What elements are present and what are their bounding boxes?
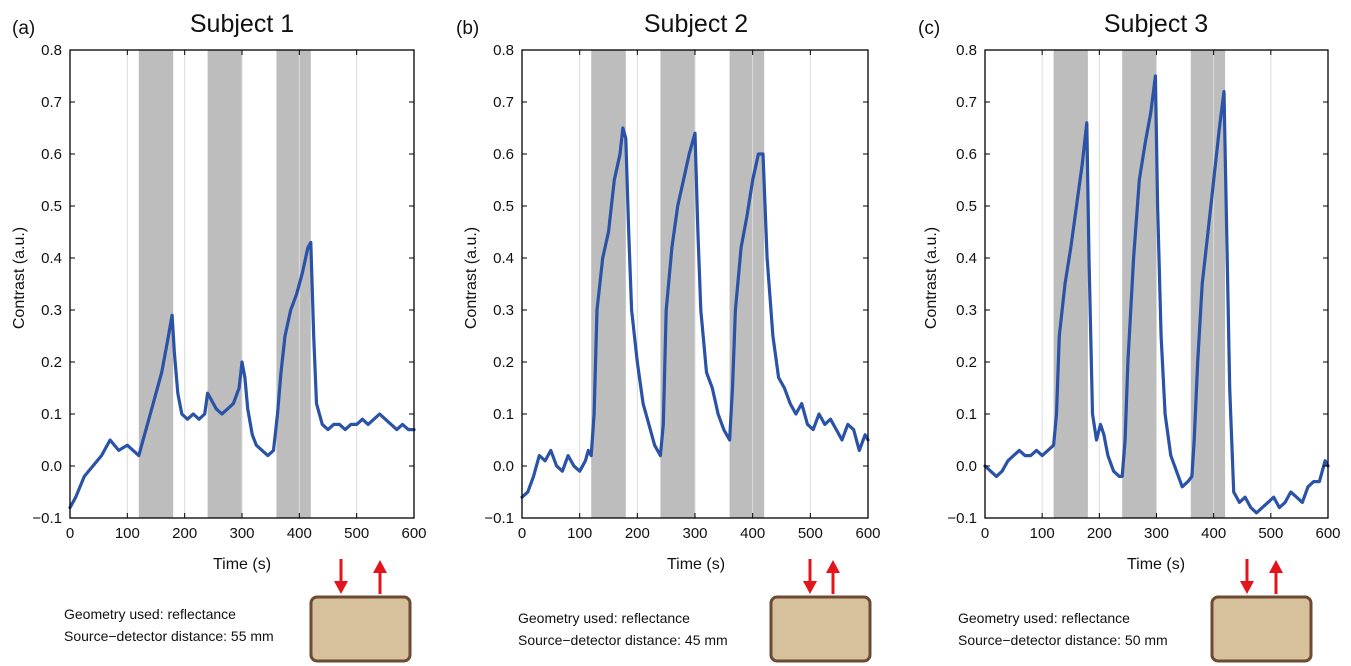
distance-note: Source−detector distance: 45 mm [518,632,728,648]
y-tick-label: −0.1 [32,510,62,527]
geometry-note: Geometry used: reflectance [64,606,236,622]
panel-label: (b) [456,18,479,39]
x-tick-label: 300 [1144,525,1169,542]
y-tick-label: 0.1 [493,406,514,423]
tissue-box [309,595,412,663]
plot-area: 0 100 200 300 400 500 600 −0.1 0.0 0.1 0.2 0.3 0.4 0.… [32,42,426,542]
x-tick-label: 200 [1087,525,1112,542]
y-tick-label: 0.4 [41,250,62,267]
y-tick-label: −0.1 [947,510,977,527]
series-line [520,126,870,499]
series-line [68,240,416,510]
x-tick-label: 600 [401,525,426,542]
y-tick-label: 0.8 [493,42,514,59]
chart-title: Subject 2 [644,10,748,38]
y-tick-label: 0.8 [956,42,977,59]
y-tick-label: 0.8 [41,42,62,59]
plot-area: 0 100 200 300 400 500 600 −0.1 0.0 0.1 0.2 0.3 0.4 0.… [484,42,880,542]
x-tick-label: 100 [1030,525,1055,542]
stimulus-band [1122,50,1157,518]
y-tick-label: 0.5 [493,198,514,215]
y-tick-label: 0.2 [41,354,62,371]
x-tick-label: 0 [981,525,989,542]
detector-arrow-icon [1269,560,1283,594]
panel-label: (c) [918,18,940,39]
tissue-box [1210,595,1313,663]
x-tick-label: 0 [518,525,526,542]
y-tick-label: −0.1 [484,510,514,527]
panel-c: (c) Subject 3 0 100 200 300 400 500 600 −0.1 0.0… [918,10,1341,663]
x-axis-label: Time (s) [1127,556,1185,573]
panel-a: (a) Subject 1 0 100 200 300 400 500 600 −0.1 0.0… [11,10,427,663]
y-tick-label: 0.0 [493,458,514,475]
source-arrow-icon [1240,559,1254,594]
y-axis-label: Contrast (a.u.) [11,227,28,329]
y-tick-label: 0.6 [41,146,62,163]
x-tick-label: 500 [1258,525,1283,542]
y-tick-label: 0.4 [956,250,977,267]
distance-note: Source−detector distance: 50 mm [958,632,1168,648]
x-tick-label: 500 [798,525,823,542]
stimulus-band [660,50,695,518]
y-tick-label: 0.2 [493,354,514,371]
x-tick-label: 200 [625,525,650,542]
y-tick-label: 0.3 [493,302,514,319]
plot-area: 0 100 200 300 400 500 600 −0.1 0.0 0.1 0.2 0.3 0.4 0.… [947,42,1340,542]
distance-note: Source−detector distance: 55 mm [64,628,274,644]
x-axis-label: Time (s) [667,556,725,573]
y-tick-label: 0.3 [956,302,977,319]
tissue-diagram [309,559,412,663]
x-tick-label: 0 [66,525,74,542]
source-arrow-icon [334,559,348,594]
detector-arrow-icon [826,560,840,594]
geometry-note: Geometry used: reflectance [958,610,1130,626]
stimulus-band [591,50,626,518]
panel-b: (b) Subject 2 0 100 200 300 400 500 600 −0.1 0.0… [456,10,881,663]
stimulus-band [138,50,174,518]
y-tick-label: 0.5 [956,198,977,215]
y-tick-label: 0.6 [956,146,977,163]
y-tick-label: 0.7 [41,94,62,111]
x-tick-label: 100 [115,525,140,542]
y-tick-label: 0.0 [956,458,977,475]
tissue-diagram [1210,559,1313,663]
x-tick-label: 300 [229,525,254,542]
y-tick-label: 0.1 [41,406,62,423]
y-tick-label: 0.7 [493,94,514,111]
y-tick-label: 0.7 [956,94,977,111]
x-tick-label: 400 [1201,525,1226,542]
y-axis-label: Contrast (a.u.) [923,227,940,329]
y-axis-label: Contrast (a.u.) [463,227,480,329]
x-axis-label: Time (s) [213,556,271,573]
y-tick-label: 0.6 [493,146,514,163]
x-tick-label: 300 [682,525,707,542]
source-arrow-icon [803,559,817,594]
x-tick-label: 200 [172,525,197,542]
chart-title: Subject 1 [190,10,294,38]
series-line [983,74,1330,515]
chart-title: Subject 3 [1104,10,1208,38]
stimulus-band [276,50,311,518]
x-tick-label: 500 [344,525,369,542]
detector-arrow-icon [373,560,387,594]
x-tick-label: 600 [1315,525,1340,542]
y-tick-label: 0.2 [956,354,977,371]
stimulus-band [207,50,242,518]
stimulus-band [729,50,765,518]
tissue-diagram [769,559,872,663]
x-tick-label: 400 [287,525,312,542]
y-tick-label: 0.5 [41,198,62,215]
y-tick-label: 0.4 [493,250,514,267]
geometry-note: Geometry used: reflectance [518,610,690,626]
x-tick-label: 600 [855,525,880,542]
y-tick-label: 0.1 [956,406,977,423]
y-tick-label: 0.3 [41,302,62,319]
panel-label: (a) [12,18,35,39]
x-tick-label: 100 [567,525,592,542]
x-tick-label: 400 [740,525,765,542]
tissue-box [769,595,872,663]
stimulus-band [1053,50,1088,518]
y-tick-label: 0.0 [41,458,62,475]
